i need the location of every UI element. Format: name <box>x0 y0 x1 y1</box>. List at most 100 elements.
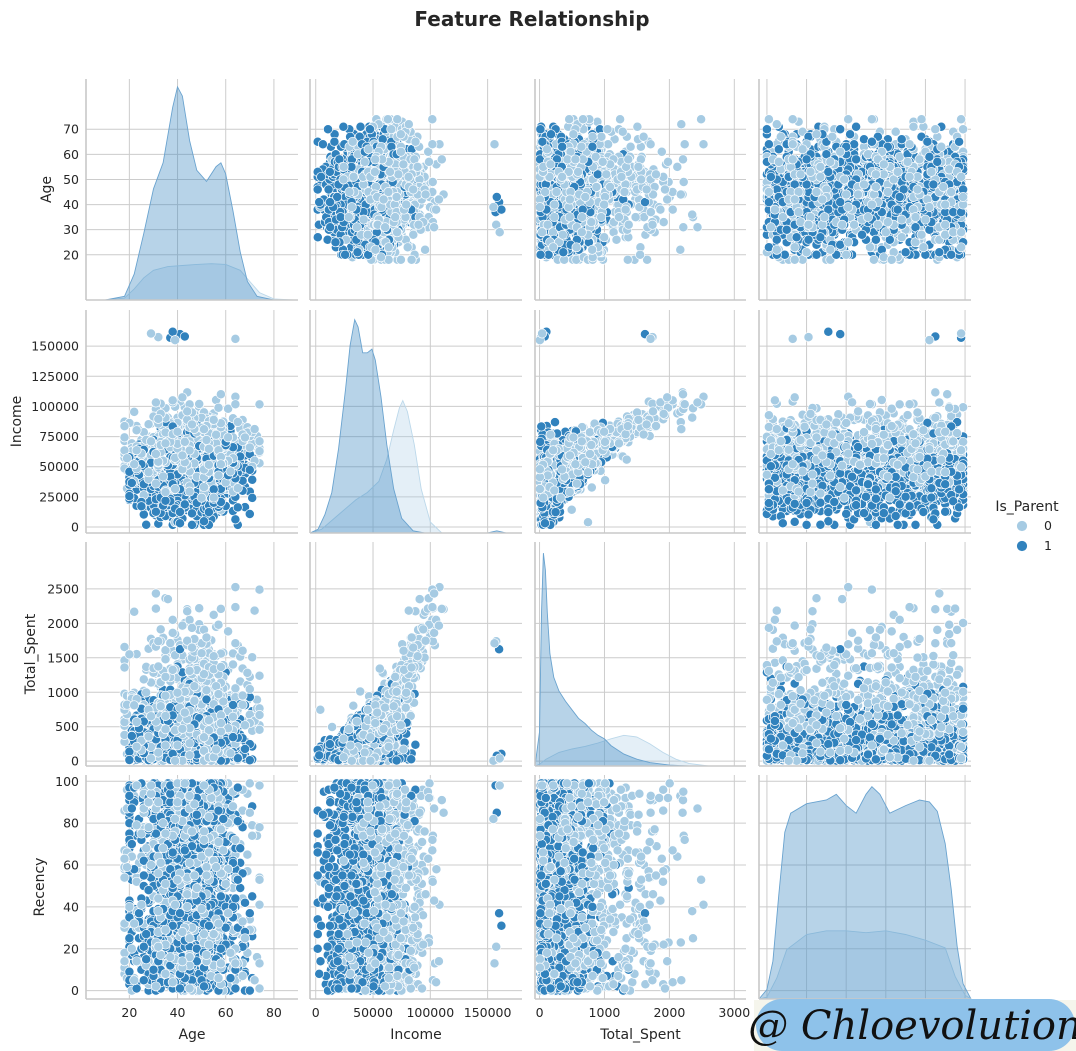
y-tick-label-age: 20 <box>63 247 79 262</box>
scatter-point <box>394 170 403 179</box>
scatter-point <box>603 125 612 134</box>
scatter-point <box>578 115 587 124</box>
scatter-point <box>413 162 422 171</box>
scatter-point <box>317 172 326 181</box>
scatter-point <box>379 195 388 204</box>
scatter-point <box>656 205 665 214</box>
scatter-point <box>370 167 379 176</box>
scatter-point <box>679 223 688 232</box>
scatter-point <box>490 140 499 149</box>
scatter-point <box>546 130 555 139</box>
scatter-point <box>402 200 411 209</box>
scatter-point <box>678 155 687 164</box>
scatter-point <box>624 155 633 164</box>
scatter-point <box>631 213 640 222</box>
scatter-point <box>489 203 498 212</box>
scatter-point <box>430 223 439 232</box>
y-tick-label-age: 70 <box>63 122 79 137</box>
scatter-point <box>348 137 357 146</box>
scatter-point <box>330 137 339 146</box>
scatter-point <box>572 243 581 252</box>
scatter-point <box>331 238 340 247</box>
scatter-point <box>618 127 627 136</box>
scatter-point <box>577 228 586 237</box>
scatter-point <box>668 205 677 214</box>
scatter-point <box>339 162 348 171</box>
scatter-point <box>313 233 322 242</box>
scatter-point <box>396 147 405 156</box>
scatter-point <box>363 230 372 239</box>
scatter-point <box>428 177 437 186</box>
panel-age-vs-total_spent <box>535 79 746 300</box>
scatter-point <box>315 198 324 207</box>
scatter-point <box>552 187 561 196</box>
scatter-point <box>364 145 373 154</box>
scatter-point <box>648 220 657 229</box>
scatter-point <box>326 223 335 232</box>
scatter-point <box>535 203 544 212</box>
scatter-point <box>344 213 353 222</box>
scatter-point <box>536 250 545 259</box>
scatter-point <box>404 172 413 181</box>
scatter-point <box>349 172 358 181</box>
scatter-point <box>558 172 567 181</box>
scatter-point <box>414 220 423 229</box>
scatter-point <box>424 157 433 166</box>
scatter-point <box>636 250 645 259</box>
scatter-point <box>633 122 642 131</box>
scatter-point <box>616 115 625 124</box>
scatter-point <box>542 145 551 154</box>
scatter-point <box>676 245 685 254</box>
scatter-point <box>393 228 402 237</box>
scatter-point <box>492 192 501 201</box>
scatter-point <box>697 115 706 124</box>
scatter-point <box>588 132 597 141</box>
scatter-point <box>339 122 348 131</box>
scatter-point <box>538 228 547 237</box>
scatter-point <box>574 167 583 176</box>
scatter-point <box>392 192 401 201</box>
scatter-point <box>558 142 567 151</box>
scatter-point <box>323 125 332 134</box>
scatter-point <box>383 115 392 124</box>
y-tick-label-age: 40 <box>63 197 79 212</box>
scatter-point <box>587 218 596 227</box>
scatter-point <box>421 245 430 254</box>
scatter-point <box>592 182 601 191</box>
scatter-point <box>565 213 574 222</box>
scatter-point <box>624 220 633 229</box>
scatter-point <box>495 228 504 237</box>
panel-age-vs-recency <box>759 79 971 300</box>
scatter-point <box>600 200 609 209</box>
scatter-point <box>341 250 350 259</box>
scatter-point <box>356 122 365 131</box>
y-tick-label-age: 60 <box>63 147 79 162</box>
scatter-point <box>676 190 685 199</box>
scatter-point <box>421 190 430 199</box>
scatter-point <box>657 147 666 156</box>
scatter-point <box>699 140 708 149</box>
scatter-point <box>852 122 861 131</box>
scatter-point <box>651 170 660 179</box>
scatter-point <box>385 167 394 176</box>
scatter-point <box>621 205 630 214</box>
scatter-point <box>407 255 416 264</box>
scatter-point <box>391 213 400 222</box>
scatter-point <box>659 218 668 227</box>
scatter-point <box>393 115 402 124</box>
scatter-point <box>359 215 368 224</box>
scatter-point <box>409 185 418 194</box>
scatter-point <box>325 167 334 176</box>
scatter-point <box>663 157 672 166</box>
scatter-point <box>536 125 545 134</box>
scatter-point <box>693 223 702 232</box>
scatter-point <box>660 185 669 194</box>
scatter-point <box>617 172 626 181</box>
scatter-point <box>558 230 567 239</box>
scatter-point <box>345 187 354 196</box>
scatter-point <box>663 195 672 204</box>
scatter-point <box>637 175 646 184</box>
scatter-point <box>384 243 393 252</box>
